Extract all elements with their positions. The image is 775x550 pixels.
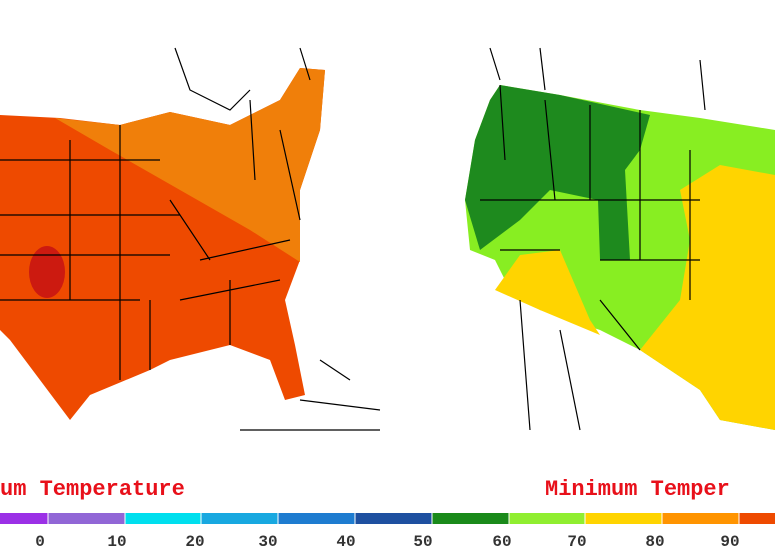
color-bar-label: 80 <box>645 533 664 550</box>
color-bar-label: 50 <box>413 533 432 550</box>
color-bar-label: 90 <box>720 533 739 550</box>
color-bar-label: 60 <box>492 533 511 550</box>
color-bar-label: 10 <box>107 533 126 550</box>
color-bar-labels: 0 10 20 30 40 50 60 70 80 90 <box>35 533 739 550</box>
color-bar-label: 70 <box>567 533 586 550</box>
color-bar-label: 0 <box>35 533 45 550</box>
max-temp-map <box>0 47 381 431</box>
color-bar <box>0 513 775 524</box>
color-bar-label: 20 <box>185 533 204 550</box>
map-title: Minimum Temper <box>545 477 730 502</box>
map-title: um Temperature <box>0 477 185 502</box>
min-temp-map <box>465 47 775 431</box>
color-bar-label: 30 <box>258 533 277 550</box>
color-bar-label: 40 <box>336 533 355 550</box>
